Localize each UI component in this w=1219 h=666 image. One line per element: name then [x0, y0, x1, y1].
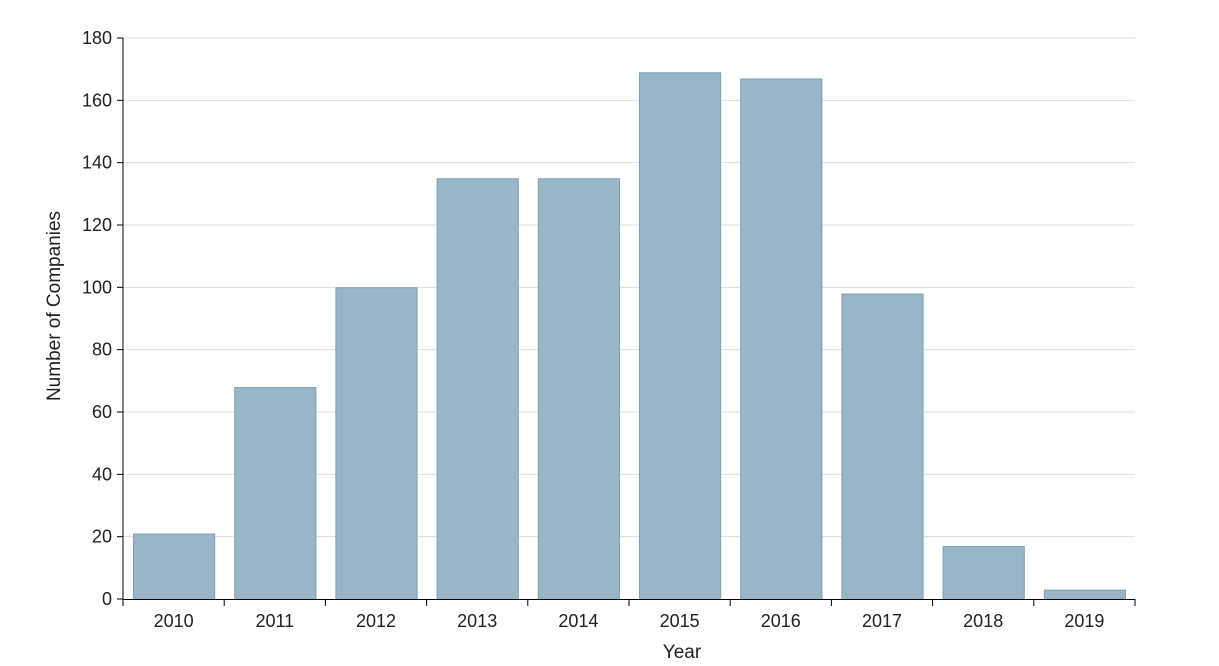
bar-2015 [639, 72, 722, 601]
x-axis: 2010 2011 2012 2013 2014 2015 2016 2017 2018 2019 [122, 599, 1136, 631]
bar-2019 [1043, 589, 1127, 601]
x-tick-label: 2010 [154, 611, 194, 631]
x-tick-label: 2016 [761, 611, 801, 631]
x-axis-title: Year [663, 642, 702, 661]
x-tick-label: 2012 [356, 611, 396, 631]
y-tick-label: 160 [82, 90, 112, 110]
x-tick-label: 2018 [963, 611, 1003, 631]
x-tick-label: 2011 [255, 611, 294, 631]
y-tick-label: 80 [92, 340, 112, 360]
y-tick-label: 140 [82, 153, 112, 173]
x-tick-label: 2015 [660, 611, 700, 631]
x-tick-label: 2019 [1064, 611, 1104, 631]
bar-2011 [234, 387, 317, 601]
bar-2016 [740, 78, 823, 601]
y-tick-label: 60 [92, 402, 112, 422]
y-tick-label: 120 [82, 215, 112, 235]
y-axis: 0 20 40 60 80 100 120 140 160 180 [82, 28, 124, 609]
y-tick-label: 40 [92, 464, 112, 484]
y-axis-title: Number of Companies [44, 211, 65, 401]
y-tick-label: 20 [92, 527, 112, 547]
bar-2018 [942, 546, 1025, 600]
y-tick-label: 180 [82, 28, 112, 48]
x-tick-label: 2013 [457, 611, 497, 631]
y-tick-label: 0 [102, 589, 112, 609]
x-tick-label: 2014 [558, 611, 598, 631]
x-tick-label: 2017 [862, 611, 902, 631]
bar-2014 [537, 178, 620, 600]
y-tick-label: 100 [82, 277, 112, 297]
bars [133, 72, 1127, 601]
bar-2013 [436, 178, 519, 600]
bar-2010 [133, 533, 216, 600]
bar-2012 [335, 287, 418, 600]
bar-2017 [841, 293, 924, 600]
